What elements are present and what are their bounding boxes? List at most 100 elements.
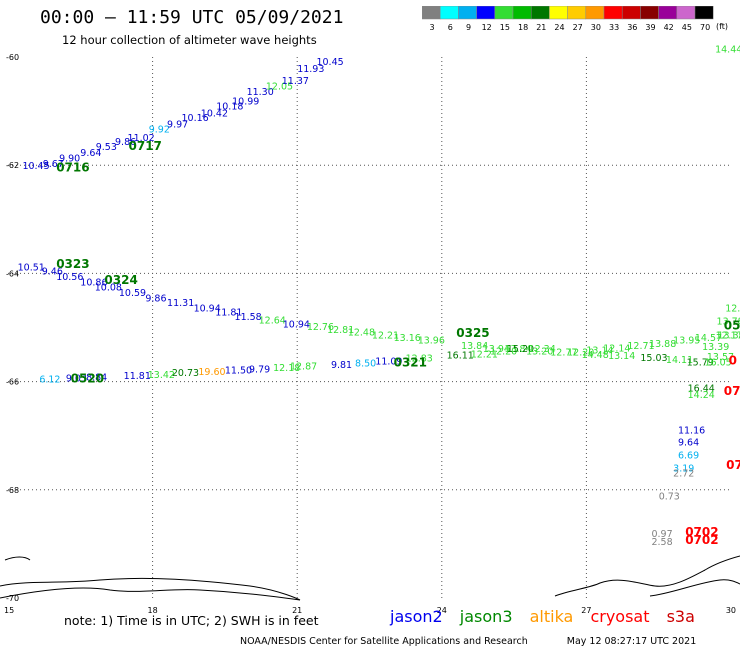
wave-height-value: 12.05	[266, 81, 293, 92]
wave-height-value: 10.94	[283, 320, 310, 331]
wave-height-value: 11.31	[167, 298, 194, 309]
wave-height-value: 16.11	[447, 350, 474, 361]
axis-labels: -60 -62 -64 -66 -68 -70 15 18 21 24 27 30	[4, 53, 736, 615]
wave-height-value: 13.14	[586, 345, 613, 356]
wave-height-value: 11.16	[678, 426, 705, 437]
colorbar-label: 24	[554, 23, 564, 32]
wave-height-value: 13.84	[461, 341, 488, 352]
colorbar-units: (ft)	[716, 22, 729, 31]
wave-height-value: 14.57	[695, 333, 722, 344]
wave-height-value: 11.50	[225, 365, 252, 376]
wave-height-value: 11.81	[215, 308, 242, 319]
wave-height-value: 15.79	[687, 357, 714, 368]
colorbar-label: 39	[645, 23, 655, 32]
legend-cryosat: cryosat	[590, 607, 650, 626]
wave-height-value: 12.20	[567, 348, 594, 359]
colorbar-label: 6	[448, 23, 453, 32]
colorbar-label: 9	[466, 23, 471, 32]
colorbar-label: 45	[682, 23, 692, 32]
colorbar-label: 18	[518, 23, 528, 32]
wave-height-value: 10.59	[119, 288, 146, 299]
wave-height-value: 0.73	[659, 492, 680, 503]
wave-height-value: 11.02	[128, 133, 155, 144]
legend-s3a: s3a	[666, 607, 695, 626]
lat-tick-label: -70	[6, 594, 19, 603]
wave-height-value: 9.46	[42, 266, 63, 277]
wave-height-value: 9.86	[145, 294, 166, 305]
pass-time-label: 0717	[129, 139, 162, 153]
map-title: 00:00 – 11:59 UTC 05/09/2021	[40, 7, 344, 28]
wave-height-value: 12.21	[471, 349, 498, 360]
pass-time-label: 0702	[685, 525, 718, 539]
satellite-legend: jason2 jason3 altika cryosat s3a	[390, 607, 695, 626]
wave-height-value: 10.51	[18, 263, 45, 274]
grid-lines	[8, 57, 731, 598]
pass-time-label: 0325	[456, 326, 489, 340]
wave-height-value: 12.83	[406, 354, 433, 365]
wave-height-value: 13.78	[717, 316, 740, 327]
wave-height-value: 12.34	[529, 344, 556, 355]
wave-height-value: 13.84	[504, 344, 531, 355]
wave-height-labels: 10.459.679.90 9.649.539.8611.029.929.9710…	[18, 45, 740, 548]
lon-tick-label: 30	[726, 606, 736, 615]
wave-height-value: 15.20	[507, 344, 534, 355]
wave-height-value: 9.79	[249, 364, 270, 375]
wave-height-value: 12.87	[290, 362, 317, 373]
wave-height-value: 12.17	[716, 330, 740, 341]
pass-time-label: 0702	[685, 533, 718, 547]
lat-tick-label: -64	[6, 269, 19, 278]
wave-height-value: 12.14	[603, 343, 630, 354]
wave-height-value: 11.37	[282, 76, 309, 87]
wave-height-value: 11.81	[124, 371, 151, 382]
wave-height-value: 16.05	[704, 357, 731, 368]
wave-height-value: 13.94	[483, 344, 510, 355]
wave-height-value: 13.95	[673, 336, 700, 347]
wave-height-value: 13.39	[702, 342, 729, 353]
wave-height-value: 0.97	[651, 529, 672, 540]
colorbar-label: 12	[482, 23, 492, 32]
wave-height-value: 9.64	[678, 437, 699, 448]
map-subtitle: 12 hour collection of altimeter wave hei…	[62, 33, 317, 47]
wave-height-value: 11.30	[247, 87, 274, 98]
lat-tick-label: -60	[6, 53, 19, 62]
wave-height-value: 13.16	[394, 333, 421, 344]
colorbar-label: 21	[536, 23, 546, 32]
wave-height-value: 11.09	[375, 356, 402, 367]
wave-height-value: 3.19	[673, 463, 694, 474]
wave-height-value: 13.42	[148, 370, 175, 381]
legend-jason2: jason2	[390, 607, 443, 626]
pass-time-label: 0	[729, 353, 737, 367]
pass-time-label: 0520	[724, 319, 740, 333]
pass-time-label: 0716	[56, 161, 89, 175]
wave-height-value: 9.64	[80, 148, 101, 159]
wave-height-value: 19.60	[198, 367, 225, 378]
footer-credit: NOAA/NESDIS Center for Satellite Applica…	[240, 636, 528, 647]
wave-height-value: 10.18	[216, 101, 243, 112]
wave-height-value: 12.21	[372, 330, 399, 341]
pass-time-label: 0702	[726, 458, 740, 472]
wave-height-value: 10.56	[56, 272, 83, 283]
wave-height-value: 11.58	[235, 312, 262, 323]
wave-height-value: 12.64	[259, 316, 286, 327]
colorbar-label: 3	[430, 23, 435, 32]
wave-height-value: 9.67	[43, 159, 64, 170]
colorbar-label: 70	[700, 23, 710, 32]
colorbar-label: 15	[500, 23, 510, 32]
wave-height-value: 12.81	[327, 325, 354, 336]
wave-height-value: 16.44	[688, 383, 715, 394]
lon-tick-label: 24	[437, 606, 447, 615]
footer-timestamp: May 12 08:27:17 UTC 2021	[566, 636, 697, 647]
lat-tick-label: -66	[6, 378, 19, 387]
wave-height-value: 12.71	[627, 341, 654, 352]
wave-height-value: 9.81	[331, 360, 352, 371]
pass-time-label: 0323	[56, 257, 89, 271]
wave-height-value: 12.18	[273, 363, 300, 374]
wave-height-value: 13.20	[526, 347, 553, 358]
wave-height-value: 14.24	[688, 390, 715, 401]
footer: NOAA/NESDIS Center for Satellite Applica…	[240, 636, 696, 647]
wave-height-value: 10.45	[316, 57, 343, 68]
colorbar-label: 36	[627, 23, 637, 32]
lon-tick-label: 15	[4, 606, 14, 615]
pass-time-label: 07	[724, 384, 740, 398]
